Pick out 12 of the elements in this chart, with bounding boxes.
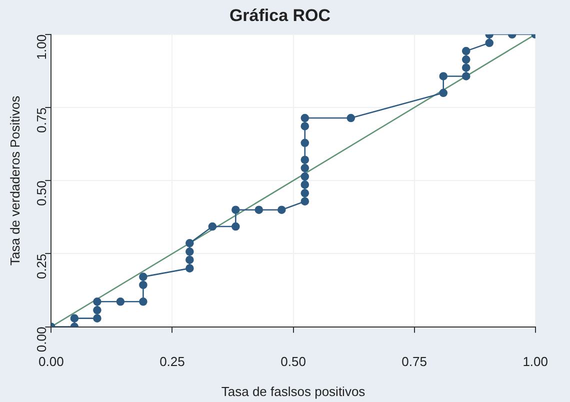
y-tick-label: 0.25: [34, 254, 49, 280]
y-tick-label: 0.00: [34, 326, 49, 352]
y-axis-title: Tasa de verdaderos Positivos: [7, 95, 22, 266]
y-tick-label: 0.50: [34, 180, 49, 206]
x-tick-label: 0.50: [280, 354, 306, 370]
x-axis-title: Tasa de faslsos positivos: [221, 384, 366, 399]
x-tick-label: 0.75: [402, 354, 427, 370]
y-tick-label: 0.75: [34, 108, 49, 133]
x-tick-label: 1.00: [522, 354, 548, 370]
y-tick-label: 1.00: [34, 34, 49, 60]
x-tick-label: 0.25: [160, 354, 185, 370]
chart-title: Gráfica ROC: [229, 6, 331, 25]
